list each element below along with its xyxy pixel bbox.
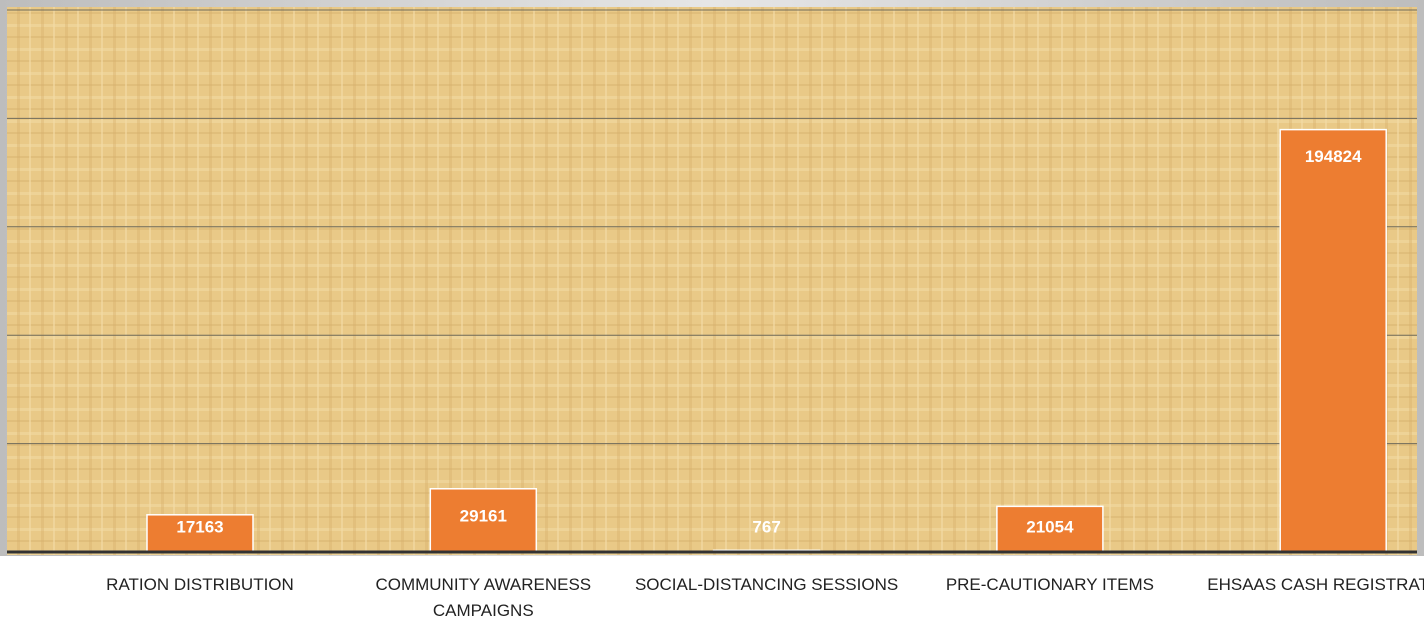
bar	[1279, 128, 1387, 553]
value-label: 17163	[176, 517, 223, 536]
x-tick-label: RATION DISTRIBUTION	[106, 575, 294, 594]
bar	[146, 514, 254, 553]
value-label: 29161	[460, 506, 507, 525]
label-area	[0, 556, 1424, 625]
bar	[429, 488, 538, 553]
x-tick-label: COMMUNITY AWARENESS CAMPAIGNS	[375, 575, 592, 620]
plot-background	[7, 7, 1417, 555]
bar	[996, 505, 1104, 553]
value-label: 21054	[1026, 517, 1074, 536]
value-label: 767	[752, 517, 780, 536]
x-tick-label: PRE-CAUTIONARY ITEMS	[945, 575, 1154, 594]
value-label: 194824	[1305, 147, 1362, 166]
x-tick-label: EHSAAS CASH REGISTRATION	[1207, 575, 1424, 594]
x-tick-label: SOCIAL-DISTANCING SESSIONS	[634, 575, 899, 594]
